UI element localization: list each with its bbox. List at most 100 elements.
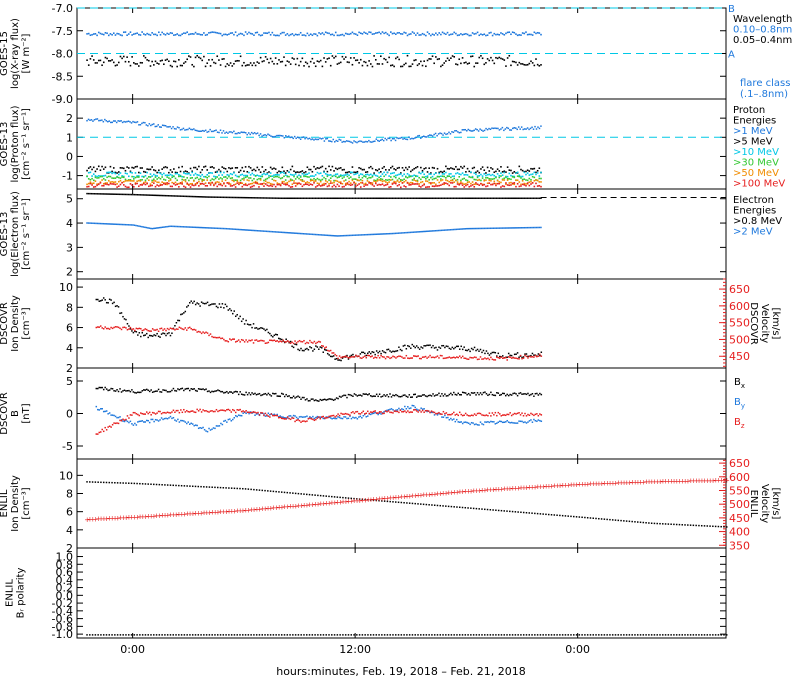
data-point bbox=[226, 174, 228, 176]
data-point bbox=[139, 392, 141, 394]
data-point bbox=[478, 175, 480, 177]
data-point bbox=[487, 415, 489, 417]
data-point bbox=[171, 418, 173, 420]
series--2-MeV bbox=[86, 222, 541, 236]
data-point bbox=[206, 174, 208, 176]
data-point bbox=[160, 227, 162, 229]
data-point bbox=[567, 515, 569, 517]
data-point bbox=[293, 170, 295, 172]
data-point bbox=[211, 410, 213, 412]
data-point bbox=[163, 173, 165, 175]
data-point bbox=[307, 33, 309, 35]
data-point bbox=[113, 181, 115, 183]
data-point bbox=[171, 171, 173, 173]
data-point bbox=[327, 350, 329, 352]
data-point bbox=[511, 227, 512, 229]
data-point bbox=[114, 193, 116, 195]
data-point bbox=[701, 525, 703, 527]
data-point bbox=[116, 389, 118, 391]
data-point bbox=[511, 422, 512, 424]
data-point bbox=[305, 174, 307, 176]
data-point bbox=[493, 178, 495, 180]
data-point bbox=[167, 391, 169, 393]
data-point bbox=[358, 62, 360, 64]
data-point bbox=[427, 180, 429, 182]
data-point bbox=[518, 412, 520, 414]
data-point bbox=[438, 58, 440, 60]
data-point bbox=[389, 409, 391, 411]
data-point bbox=[240, 182, 242, 184]
data-point bbox=[265, 415, 267, 417]
data-point bbox=[423, 34, 425, 36]
data-point bbox=[101, 429, 103, 431]
data-point bbox=[403, 181, 405, 183]
data-point bbox=[462, 167, 464, 169]
data-point bbox=[440, 505, 442, 507]
data-point bbox=[91, 175, 93, 177]
data-point bbox=[210, 333, 212, 335]
data-point bbox=[380, 233, 382, 235]
data-point bbox=[370, 411, 372, 413]
data-point bbox=[457, 131, 459, 133]
data-point bbox=[393, 138, 395, 140]
data-point bbox=[195, 184, 197, 186]
data-point bbox=[130, 414, 132, 416]
data-point bbox=[405, 198, 407, 200]
data-point bbox=[477, 183, 479, 185]
data-point bbox=[94, 193, 96, 195]
data-point bbox=[378, 172, 380, 174]
data-point bbox=[176, 66, 178, 68]
data-point bbox=[133, 178, 135, 180]
data-point bbox=[524, 413, 526, 415]
data-point bbox=[168, 183, 170, 185]
data-point bbox=[256, 167, 258, 169]
data-point bbox=[493, 171, 495, 173]
data-point bbox=[253, 411, 255, 413]
data-point bbox=[272, 136, 274, 138]
data-point bbox=[538, 394, 540, 396]
data-point bbox=[343, 186, 345, 188]
data-point bbox=[220, 487, 222, 489]
data-point bbox=[235, 31, 237, 33]
data-point bbox=[155, 176, 157, 178]
data-point bbox=[96, 176, 98, 178]
data-point bbox=[248, 412, 250, 414]
data-point bbox=[195, 173, 197, 175]
data-point bbox=[165, 175, 167, 177]
data-point bbox=[217, 425, 219, 427]
y-axis-label: DSCOVR bbox=[0, 392, 10, 435]
data-point bbox=[186, 410, 188, 412]
data-point bbox=[530, 227, 532, 229]
data-point bbox=[290, 343, 292, 345]
data-point bbox=[100, 182, 102, 184]
data-point bbox=[723, 526, 725, 528]
data-point bbox=[155, 175, 157, 177]
data-point bbox=[196, 182, 198, 184]
data-point bbox=[373, 352, 375, 354]
data-point bbox=[196, 130, 198, 132]
data-point bbox=[463, 346, 465, 348]
data-point bbox=[501, 421, 503, 423]
legend-item: Wavelength bbox=[733, 14, 792, 25]
data-point bbox=[363, 352, 365, 354]
data-point bbox=[468, 171, 470, 173]
data-point bbox=[195, 32, 197, 34]
data-point bbox=[228, 487, 230, 489]
data-point bbox=[684, 524, 686, 526]
data-point bbox=[390, 186, 392, 188]
data-point bbox=[111, 482, 113, 484]
data-point bbox=[539, 198, 541, 200]
data-point bbox=[305, 183, 307, 185]
data-point bbox=[332, 55, 334, 57]
data-point bbox=[216, 409, 218, 411]
data-point bbox=[401, 137, 403, 139]
data-point bbox=[413, 60, 415, 62]
data-point bbox=[511, 357, 512, 359]
data-point bbox=[254, 412, 256, 414]
data-point bbox=[363, 61, 365, 63]
data-point bbox=[487, 421, 489, 423]
data-point bbox=[167, 328, 169, 330]
data-point bbox=[456, 506, 458, 508]
data-point bbox=[333, 175, 335, 177]
data-point bbox=[183, 172, 185, 174]
